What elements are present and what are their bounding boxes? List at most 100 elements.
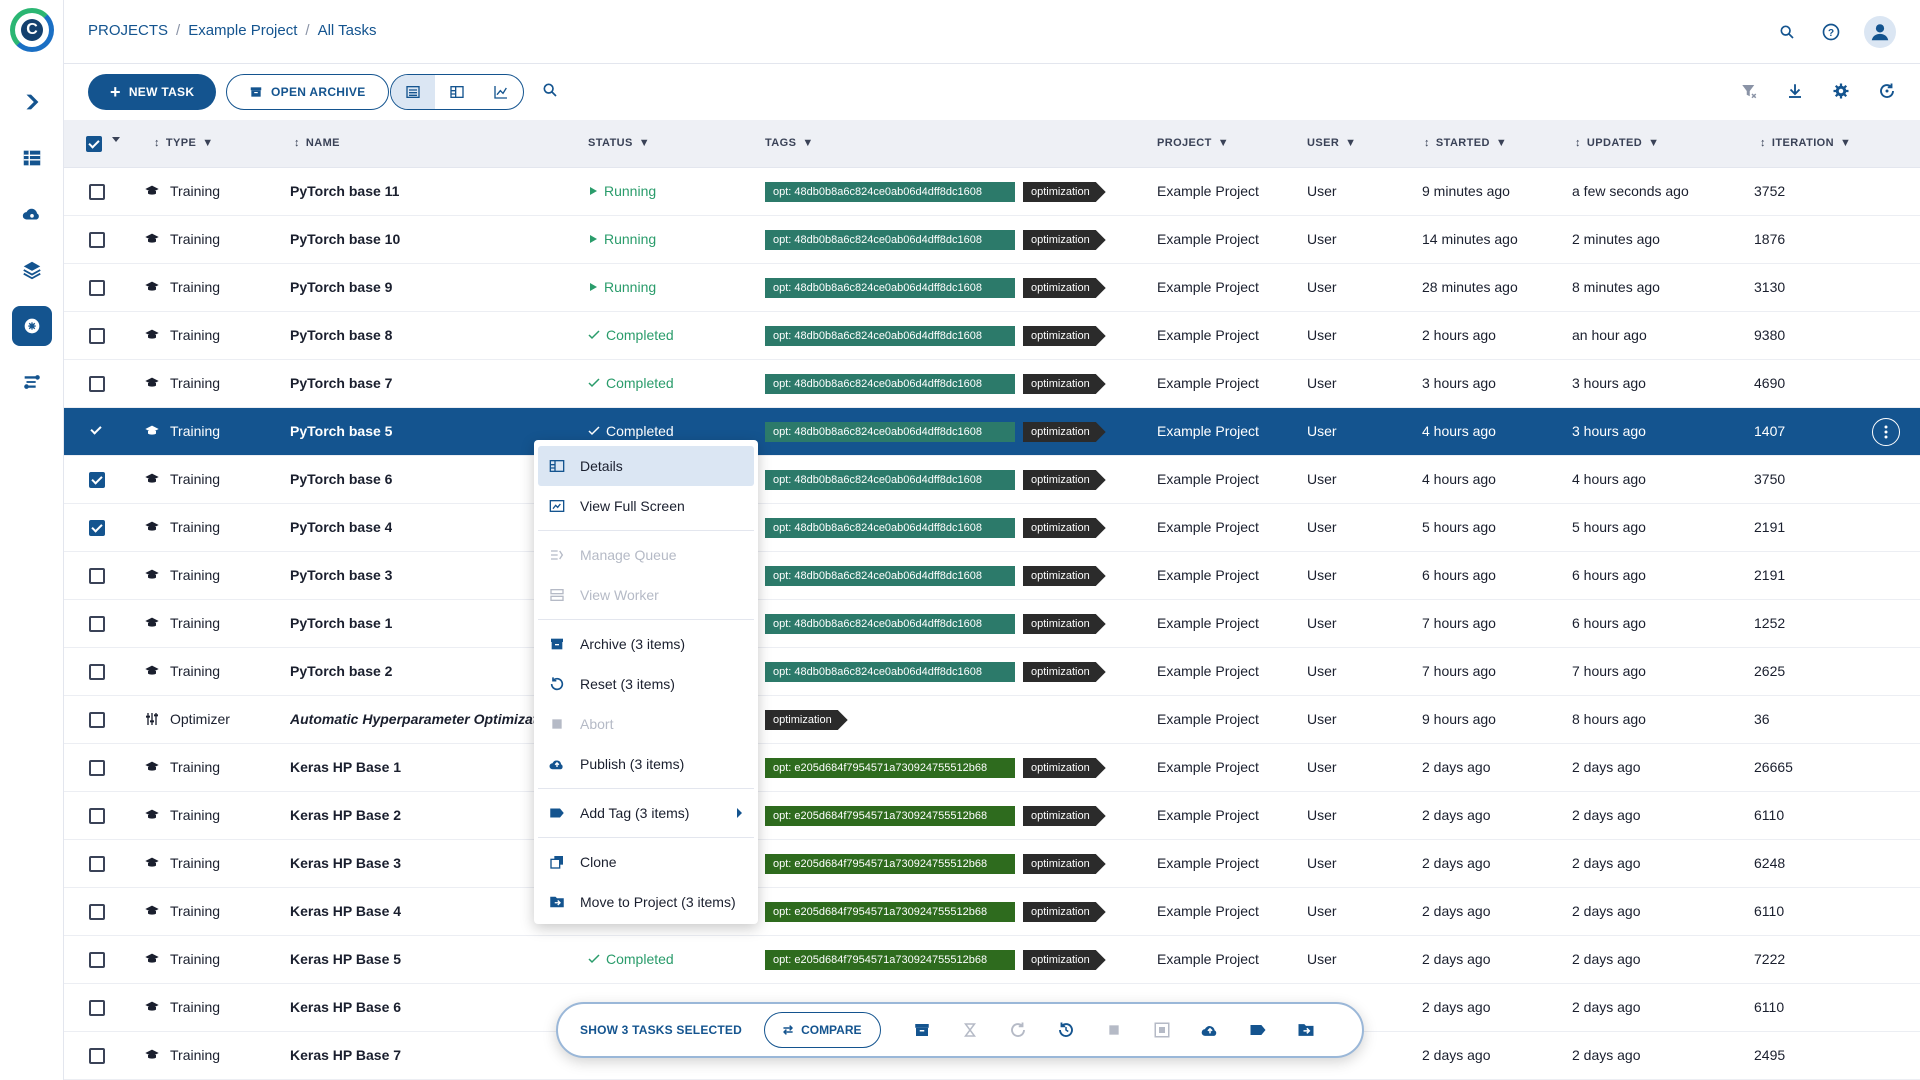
reset-action-icon[interactable] bbox=[1055, 1019, 1077, 1041]
archive-action-icon[interactable] bbox=[911, 1019, 933, 1041]
task-tag[interactable]: opt: 48db0b8a6c824ce0ab06d4dff8dc1608 bbox=[765, 518, 1015, 538]
optimization-tag[interactable]: optimization bbox=[1023, 758, 1106, 778]
table-row[interactable]: Training PyTorch base 9 Running opt: 48d… bbox=[64, 264, 1920, 312]
column-type[interactable]: ↕ TYPE ▼ bbox=[154, 137, 214, 149]
task-name[interactable]: Keras HP Base 3 bbox=[290, 855, 402, 871]
task-tag[interactable]: opt: 48db0b8a6c824ce0ab06d4dff8dc1608 bbox=[765, 614, 1015, 634]
task-tag[interactable]: opt: e205d684f7954571a730924755512b68 bbox=[765, 854, 1015, 874]
compare-button[interactable]: ⇄ COMPARE bbox=[764, 1012, 881, 1048]
table-row[interactable]: Training PyTorch base 1 opt: 48db0b8a6c8… bbox=[64, 600, 1920, 648]
column-started[interactable]: ↕ STARTED ▼ bbox=[1424, 137, 1508, 149]
column-tags[interactable]: TAGS ▼ bbox=[765, 137, 814, 149]
menu-item-add-tag[interactable]: Add Tag (3 items) bbox=[538, 793, 754, 833]
settings-gear-icon[interactable] bbox=[1832, 82, 1850, 105]
sidebar-item-pipelines[interactable] bbox=[12, 194, 52, 234]
row-menu-button[interactable] bbox=[1872, 418, 1900, 446]
row-checkbox[interactable] bbox=[89, 424, 105, 440]
table-row[interactable]: Training PyTorch base 6 opt: 48db0b8a6c8… bbox=[64, 456, 1920, 504]
table-search-icon[interactable] bbox=[542, 82, 558, 103]
show-selected-link[interactable]: SHOW 3 TASKS SELECTED bbox=[580, 1023, 742, 1037]
select-all-checkbox[interactable] bbox=[86, 136, 102, 152]
task-name[interactable]: PyTorch base 3 bbox=[290, 567, 393, 583]
optimization-tag[interactable]: optimization bbox=[1023, 854, 1106, 874]
clear-filter-icon[interactable] bbox=[1740, 82, 1758, 105]
task-name[interactable]: PyTorch base 11 bbox=[290, 183, 400, 199]
column-updated[interactable]: ↕ UPDATED ▼ bbox=[1575, 137, 1660, 149]
menu-item-view-full-screen[interactable]: View Full Screen bbox=[538, 486, 754, 526]
column-project[interactable]: PROJECT ▼ bbox=[1157, 137, 1230, 149]
sidebar-item-orchestration[interactable] bbox=[12, 82, 52, 122]
restart-action-icon[interactable] bbox=[1007, 1019, 1029, 1041]
optimization-tag[interactable]: optimization bbox=[1023, 806, 1106, 826]
task-tag[interactable]: opt: 48db0b8a6c824ce0ab06d4dff8dc1608 bbox=[765, 470, 1015, 490]
column-iteration[interactable]: ↕ ITERATION ▼ bbox=[1760, 137, 1852, 149]
sidebar-item-workers[interactable] bbox=[12, 362, 52, 402]
table-row[interactable]: Training PyTorch base 10 Running opt: 48… bbox=[64, 216, 1920, 264]
optimization-tag[interactable]: optimization bbox=[1023, 422, 1106, 442]
task-tag[interactable]: opt: 48db0b8a6c824ce0ab06d4dff8dc1608 bbox=[765, 230, 1015, 250]
menu-item-reset[interactable]: Reset (3 items) bbox=[538, 664, 754, 704]
new-task-button[interactable]: + NEW TASK bbox=[88, 74, 217, 110]
task-name[interactable]: PyTorch base 5 bbox=[290, 423, 393, 439]
task-name[interactable]: Keras HP Base 5 bbox=[290, 951, 402, 967]
row-checkbox[interactable] bbox=[89, 568, 105, 584]
row-checkbox[interactable] bbox=[89, 760, 105, 776]
help-icon[interactable]: ? bbox=[1820, 21, 1842, 43]
menu-item-move-to-project[interactable]: Move to Project (3 items) bbox=[538, 882, 754, 922]
task-tag[interactable]: opt: e205d684f7954571a730924755512b68 bbox=[765, 902, 1015, 922]
table-row[interactable]: Optimizer Automatic Hyperparameter Optim… bbox=[64, 696, 1920, 744]
row-checkbox[interactable] bbox=[89, 184, 105, 200]
details-view-button[interactable] bbox=[435, 75, 479, 109]
task-tag[interactable]: opt: 48db0b8a6c824ce0ab06d4dff8dc1608 bbox=[765, 374, 1015, 394]
column-status[interactable]: STATUS ▼ bbox=[588, 137, 651, 149]
row-checkbox[interactable] bbox=[89, 232, 105, 248]
user-avatar[interactable] bbox=[1864, 16, 1896, 48]
table-row[interactable]: Training PyTorch base 4 opt: 48db0b8a6c8… bbox=[64, 504, 1920, 552]
sidebar-item-datasets[interactable] bbox=[12, 138, 52, 178]
table-row[interactable]: Training PyTorch base 3 opt: 48db0b8a6c8… bbox=[64, 552, 1920, 600]
search-icon[interactable] bbox=[1776, 21, 1798, 43]
task-tag[interactable]: opt: 48db0b8a6c824ce0ab06d4dff8dc1608 bbox=[765, 182, 1015, 202]
table-row[interactable]: Training Keras HP Base 3 opt: e205d684f7… bbox=[64, 840, 1920, 888]
optimization-tag[interactable]: optimization bbox=[1023, 662, 1106, 682]
table-row[interactable]: Training Keras HP Base 5 Completed opt: … bbox=[64, 936, 1920, 984]
open-archive-button[interactable]: OPEN ARCHIVE bbox=[226, 74, 389, 110]
menu-item-details[interactable]: Details bbox=[538, 446, 754, 486]
task-tag[interactable]: opt: 48db0b8a6c824ce0ab06d4dff8dc1608 bbox=[765, 326, 1015, 346]
row-checkbox[interactable] bbox=[89, 376, 105, 392]
task-tag[interactable]: opt: 48db0b8a6c824ce0ab06d4dff8dc1608 bbox=[765, 278, 1015, 298]
task-name[interactable]: PyTorch base 6 bbox=[290, 471, 393, 487]
row-checkbox[interactable] bbox=[89, 904, 105, 920]
task-tag[interactable]: opt: 48db0b8a6c824ce0ab06d4dff8dc1608 bbox=[765, 422, 1015, 442]
table-row[interactable]: Training Keras HP Base 2 opt: e205d684f7… bbox=[64, 792, 1920, 840]
optimization-tag[interactable]: optimization bbox=[765, 710, 848, 730]
optimization-tag[interactable]: optimization bbox=[1023, 326, 1106, 346]
breadcrumb-current[interactable]: All Tasks bbox=[317, 22, 377, 39]
task-tag[interactable]: opt: e205d684f7954571a730924755512b68 bbox=[765, 950, 1015, 970]
table-row[interactable]: Training PyTorch base 5 Completed opt: 4… bbox=[64, 408, 1920, 456]
row-checkbox[interactable] bbox=[89, 1048, 105, 1064]
breadcrumb-project[interactable]: Example Project bbox=[188, 22, 298, 39]
task-name[interactable]: PyTorch base 4 bbox=[290, 519, 393, 535]
optimization-tag[interactable]: optimization bbox=[1023, 230, 1106, 250]
optimization-tag[interactable]: optimization bbox=[1023, 902, 1106, 922]
table-view-button[interactable] bbox=[391, 75, 435, 109]
optimization-tag[interactable]: optimization bbox=[1023, 278, 1106, 298]
optimization-tag[interactable]: optimization bbox=[1023, 566, 1106, 586]
abort-action-icon[interactable] bbox=[1103, 1019, 1125, 1041]
clearml-logo[interactable]: C bbox=[10, 8, 54, 52]
table-row[interactable]: Training PyTorch base 2 opt: 48db0b8a6c8… bbox=[64, 648, 1920, 696]
auto-refresh-icon[interactable] bbox=[1878, 82, 1896, 105]
row-checkbox[interactable] bbox=[89, 664, 105, 680]
optimization-tag[interactable]: optimization bbox=[1023, 950, 1106, 970]
task-tag[interactable]: opt: 48db0b8a6c824ce0ab06d4dff8dc1608 bbox=[765, 662, 1015, 682]
menu-item-archive[interactable]: Archive (3 items) bbox=[538, 624, 754, 664]
row-checkbox[interactable] bbox=[89, 472, 105, 488]
task-name[interactable]: PyTorch base 2 bbox=[290, 663, 393, 679]
row-checkbox[interactable] bbox=[89, 616, 105, 632]
task-name[interactable]: Keras HP Base 6 bbox=[290, 999, 402, 1015]
task-tag[interactable]: opt: 48db0b8a6c824ce0ab06d4dff8dc1608 bbox=[765, 566, 1015, 586]
optimization-tag[interactable]: optimization bbox=[1023, 518, 1106, 538]
task-name[interactable]: Keras HP Base 1 bbox=[290, 759, 402, 775]
task-tag[interactable]: opt: e205d684f7954571a730924755512b68 bbox=[765, 806, 1015, 826]
